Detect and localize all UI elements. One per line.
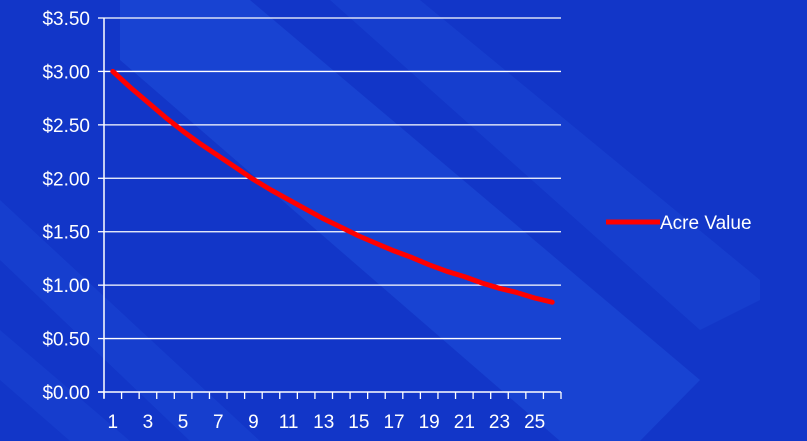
x-tick-label: 25 (524, 412, 545, 433)
series-line-acre-value (110, 68, 555, 305)
background-decoration (0, 0, 760, 441)
y-tick-label: $3.50 (42, 9, 90, 30)
y-tick-label: $0.00 (42, 383, 90, 404)
y-tick-label: $2.00 (42, 169, 90, 190)
x-tick-label: 9 (248, 412, 259, 433)
x-tick-label: 5 (178, 412, 189, 433)
x-tick-label: 23 (489, 412, 510, 433)
x-tick-label: 21 (454, 412, 475, 433)
x-tick-label: 1 (107, 412, 118, 433)
x-axis-tick-labels: 1 3 5 7 9 11 13 15 17 19 21 23 25 (107, 412, 545, 433)
background-band (0, 200, 260, 441)
x-tick-label: 3 (143, 412, 154, 433)
gridlines (98, 17, 561, 393)
x-tick-label: 13 (313, 412, 334, 433)
background-band (330, 0, 760, 330)
y-tick-label: $1.00 (42, 276, 90, 297)
y-tick-label: $2.50 (42, 116, 90, 137)
background-band (120, 0, 700, 441)
y-tick-label: $3.00 (42, 62, 90, 83)
x-tick-label: 11 (279, 412, 299, 433)
x-tick-label: 17 (383, 412, 404, 433)
y-tick-label: $1.50 (42, 223, 90, 244)
legend: Acre Value (606, 213, 752, 234)
x-tick-label: 7 (213, 412, 224, 433)
series-group (110, 68, 555, 305)
y-axis-tick-labels: $0.00 $0.50 $1.00 $1.50 $2.00 $2.50 $3.00 $3.50 (42, 9, 90, 404)
x-tick-label: 19 (419, 412, 440, 433)
legend-label-acre-value: Acre Value (660, 213, 752, 234)
background-band (0, 330, 130, 441)
x-tick-label: 15 (348, 412, 369, 433)
axes (98, 18, 562, 399)
y-tick-label: $0.50 (42, 330, 90, 351)
